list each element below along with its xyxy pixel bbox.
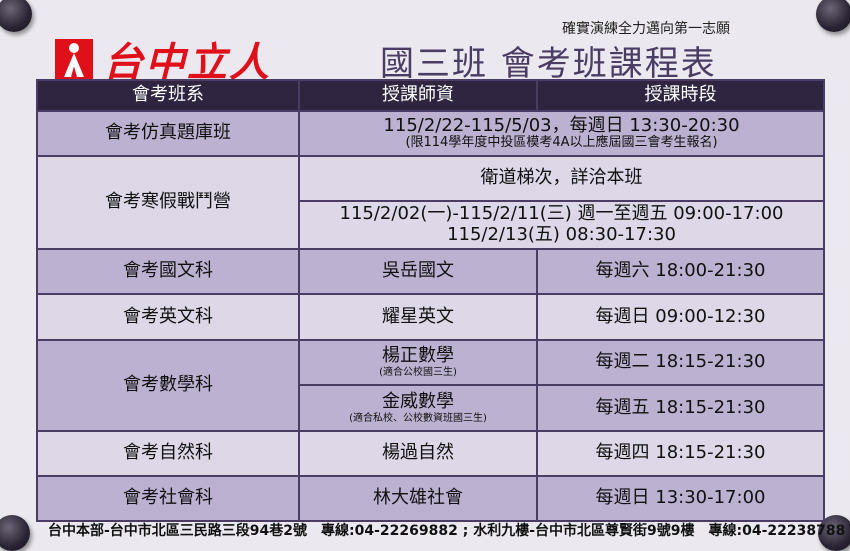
header-time: 授課時段 [536,79,825,112]
schedule-cell: 115/2/22-115/5/03，每週日 13:30-20:30 (限114學年… [298,110,825,157]
course-cell: 會考自然科 [36,430,300,477]
teacher-cell: 楊正數學 (適合公校國三生) [298,339,538,386]
pin-icon [0,0,32,32]
table-row: 會考寒假戰鬥營 衛道梯次，詳洽本班 [36,155,825,250]
slogan: 確實演練全力邁向第一志願 [562,21,730,37]
time-cell: 每週日 09:00-12:30 [536,293,825,341]
teacher-cell: 衛道梯次，詳洽本班 [298,155,825,202]
teacher-cell: 林大雄社會 [298,475,538,522]
teacher-note: (適合公校國三生) [379,367,457,379]
logo-person-icon [55,39,93,79]
course-cell: 會考寒假戰鬥營 [36,155,300,250]
schedule-text: 115/2/02(一)-115/2/11(三) 週一至週五 09:00-17:0… [339,203,784,225]
footer-address: 台中本部-台中市北區三民路三段94巷2號 專線:04-22269882 ; 水利… [48,523,846,539]
pin-icon [816,0,850,32]
teacher-cell: 吳岳國文 [298,248,538,295]
schedule-text: 115/2/22-115/5/03，每週日 13:30-20:30 [383,114,740,136]
logo: 台中立人 [55,30,271,88]
pin-icon [818,515,850,551]
time-cell: 每週二 18:15-21:30 [536,339,825,386]
header-course: 會考班系 [36,79,300,112]
course-cell: 會考社會科 [36,475,300,522]
table-header: 會考班系 授課師資 授課時段 [36,79,825,112]
table-row: 會考仿真題庫班 115/2/22-115/5/03，每週日 13:30-20:3… [36,110,825,157]
course-cell: 會考英文科 [36,293,300,341]
time-cell: 每週五 18:15-21:30 [536,384,825,432]
table-row: 會考數學科 楊正數學 (適合公校國三生) 每週二 18:15-21:30 [36,339,825,432]
table-row: 會考國文科 吳岳國文 每週六 18:00-21:30 [36,248,825,295]
teacher-cell: 楊過自然 [298,430,538,477]
table-row: 會考社會科 林大雄社會 每週日 13:30-17:00 [36,475,825,522]
time-cell: 每週日 13:30-17:00 [536,475,825,522]
logo-name: 台中立人 [103,39,271,86]
schedule-cell: 115/2/02(一)-115/2/11(三) 週一至週五 09:00-17:0… [298,200,825,250]
page-title: 國三班 會考班課程表 [380,44,717,84]
teacher-note: (適合私校、公校數資班國三生) [349,412,487,424]
time-cell: 每週四 18:15-21:30 [536,430,825,477]
course-cell: 會考國文科 [36,248,300,295]
schedule-note: (限114學年度中投區模考4A以上應屆國三會考生報名) [405,135,718,151]
table-row: 會考英文科 耀星英文 每週日 09:00-12:30 [36,293,825,341]
course-cell: 會考仿真題庫班 [36,110,300,157]
table-row: 會考自然科 楊過自然 每週四 18:15-21:30 [36,430,825,477]
time-cell: 每週六 18:00-21:30 [536,248,825,295]
teacher-cell: 耀星英文 [298,293,538,341]
teacher-name: 金威數學 [382,390,454,412]
pin-icon [0,515,30,551]
course-cell: 會考數學科 [36,339,300,432]
schedule-table: 會考班系 授課師資 授課時段 會考仿真題庫班 115/2/22-115/5/03… [36,79,825,522]
schedule-text: 115/2/13(五) 08:30-17:30 [447,224,676,245]
teacher-cell: 金威數學 (適合私校、公校數資班國三生) [298,384,538,432]
teacher-name: 楊正數學 [382,345,454,367]
header-teacher: 授課師資 [298,79,538,112]
